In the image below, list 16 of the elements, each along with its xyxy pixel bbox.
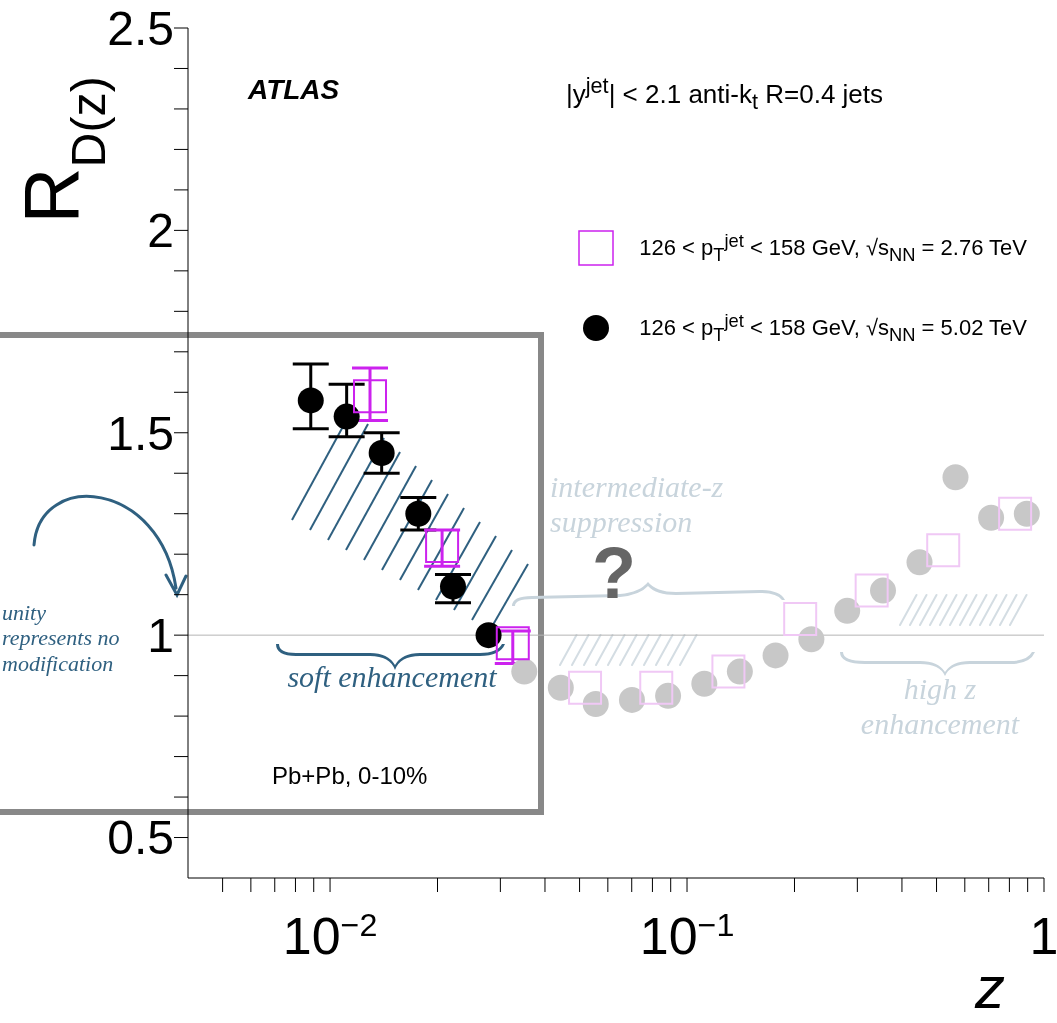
x-tick-label: 10$^{−1}$ — [639, 907, 735, 966]
x-tick-label: 1 — [1029, 907, 1057, 966]
legend-label: 126 < p$_{T}$$^{jet}$ < 158 GeV, √s$_{NN}$ = 5.02 TeV — [639, 309, 1027, 347]
y-tick-label: 2.5 — [107, 1, 174, 55]
annotation: ATLAS — [248, 74, 341, 107]
text: unity represents no modification — [2, 600, 121, 676]
annotation: soft enhancement — [286, 660, 498, 695]
y-tick-label: 2 — [147, 204, 174, 258]
legend-label: 126 < p$_{T}$$^{jet}$ < 158 GeV, √s$_{NN}$ = 2.76 TeV — [639, 229, 1027, 267]
annotation: Pb+Pb, 0-10% — [272, 762, 429, 790]
x-axis-title: z — [974, 954, 1005, 1021]
y-tick-label: 1 — [147, 608, 174, 662]
annotation: |y$^{jet}$| < 2.1 anti-k$_{t}$ R=0.4 jets — [566, 73, 885, 115]
x-tick-label: 10$^{−2}$ — [282, 907, 378, 966]
y-tick-label: 0.5 — [107, 811, 174, 865]
y-tick-label: 1.5 — [107, 406, 174, 460]
